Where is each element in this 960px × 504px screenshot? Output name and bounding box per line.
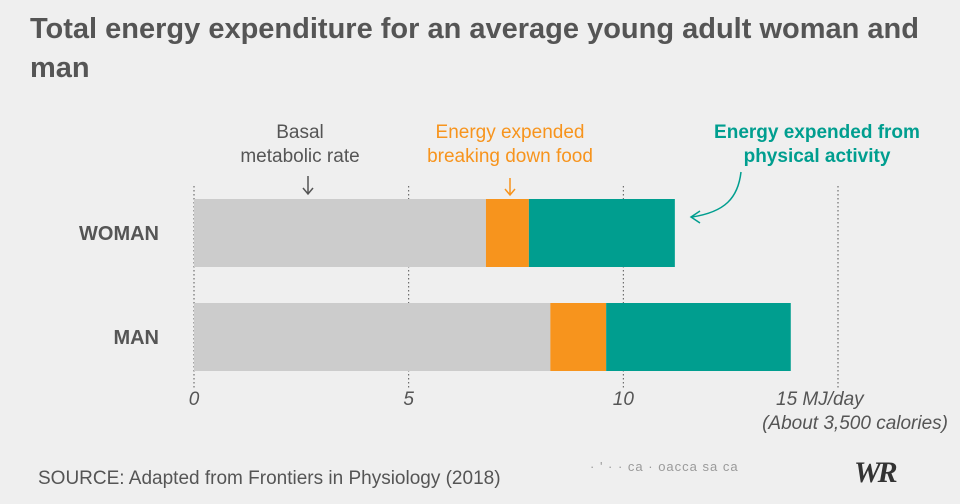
annotation-food-line-2: breaking down food xyxy=(427,146,593,167)
x-tick-label-0: 0 xyxy=(189,389,200,410)
annotation-activity-line-1: Energy expended from xyxy=(714,122,920,143)
x-tick-label-3: 15 MJ/day xyxy=(776,389,865,410)
bars xyxy=(194,199,791,371)
x-tick-label-1: 5 xyxy=(403,389,414,410)
bar-woman-segment-2 xyxy=(528,199,675,267)
x-axis-ticks: 0 5 10 15 MJ/day (About 3,500 calories) xyxy=(189,389,948,434)
annotation-food-line-1: Energy expended xyxy=(436,122,585,143)
bar-man-segment-2 xyxy=(606,303,791,371)
annotation-basal-line-1: Basal xyxy=(276,122,324,143)
x-tick-note: (About 3,500 calories) xyxy=(762,413,948,434)
annotation-basal-line-2: metabolic rate xyxy=(240,146,359,167)
annotation-activity-line-2: physical activity xyxy=(744,146,891,167)
food-arrow-icon xyxy=(504,178,516,197)
annotations: Basal metabolic rate Energy expended bre… xyxy=(240,122,920,224)
bar-woman-segment-1 xyxy=(485,199,529,267)
chart-title: Total energy expenditure for an average … xyxy=(30,13,919,84)
category-label-man: MAN xyxy=(113,327,159,349)
x-tick-label-2: 10 xyxy=(613,389,635,410)
basal-arrow-icon xyxy=(302,176,314,196)
source-note: SOURCE: Adapted from Frontiers in Physio… xyxy=(38,468,501,489)
publisher-logo: WR xyxy=(854,456,898,489)
category-labels: WOMAN MAN xyxy=(79,223,159,349)
bar-man-segment-0 xyxy=(194,303,551,371)
bar-man-segment-1 xyxy=(550,303,607,371)
blurred-credit-text: · ' · · ca · oacca sa ca xyxy=(590,459,739,474)
category-label-woman: WOMAN xyxy=(79,223,159,245)
activity-curved-arrow-icon xyxy=(689,171,742,224)
bar-woman-segment-0 xyxy=(194,199,486,267)
